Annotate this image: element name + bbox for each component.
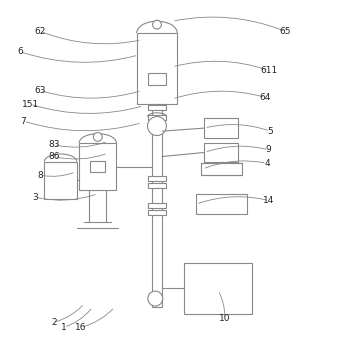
Text: 65: 65 [280, 27, 291, 36]
Text: 3: 3 [32, 193, 38, 202]
Bar [152, 104, 162, 307]
Text: 64: 64 [260, 93, 271, 102]
Text: 62: 62 [34, 27, 46, 36]
Text: 6: 6 [17, 47, 23, 56]
Bar [44, 162, 77, 199]
Bar [148, 105, 166, 110]
Text: 611: 611 [260, 66, 277, 75]
Circle shape [148, 291, 163, 306]
Text: 10: 10 [219, 315, 231, 323]
Circle shape [148, 117, 166, 136]
Text: 16: 16 [75, 323, 87, 332]
Bar [90, 161, 105, 172]
Circle shape [152, 20, 161, 29]
Text: 9: 9 [266, 145, 271, 154]
Bar [148, 176, 166, 181]
Text: 4: 4 [264, 159, 270, 168]
Bar [148, 182, 166, 188]
Text: 83: 83 [48, 140, 60, 149]
Bar [148, 203, 166, 208]
Bar [201, 163, 241, 175]
Bar [204, 143, 238, 162]
Text: 8: 8 [38, 171, 43, 180]
Text: 14: 14 [263, 196, 274, 205]
Bar [148, 72, 166, 85]
Text: 2: 2 [51, 318, 57, 327]
Bar [196, 195, 247, 214]
Bar [79, 143, 116, 190]
Text: 151: 151 [21, 100, 39, 109]
Text: 86: 86 [48, 152, 60, 161]
Bar [148, 210, 166, 215]
Circle shape [93, 132, 102, 141]
Bar [204, 118, 238, 138]
Text: 5: 5 [267, 127, 273, 136]
Bar [184, 263, 252, 314]
Text: 1: 1 [61, 323, 67, 332]
Bar [148, 115, 166, 120]
Text: 7: 7 [20, 116, 26, 126]
Bar [137, 33, 177, 104]
Text: 63: 63 [34, 86, 46, 95]
